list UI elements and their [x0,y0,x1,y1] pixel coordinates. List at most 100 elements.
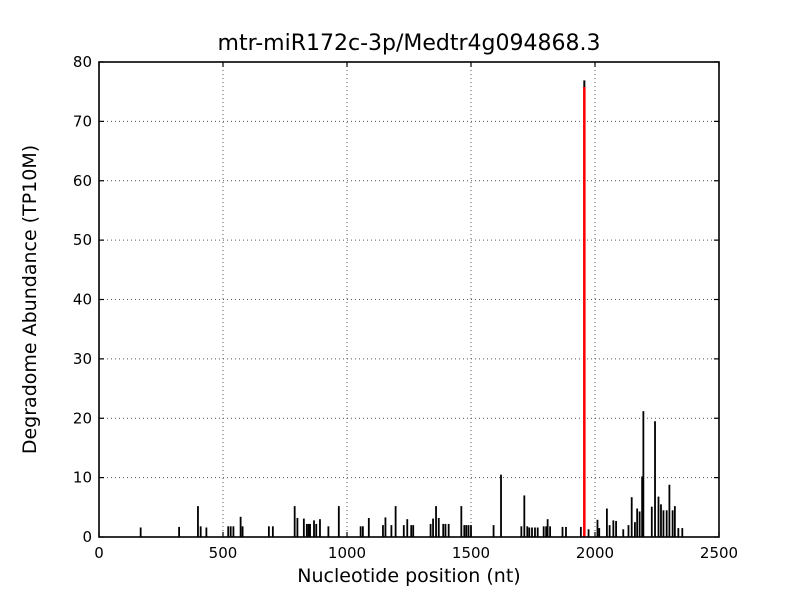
degradome-peak [641,476,644,537]
y-tick-label: 30 [73,350,92,368]
x-tick-label: 500 [209,544,238,562]
degradome-peak [565,526,567,537]
degradome-peak [412,525,415,537]
degradome-peak [178,526,180,537]
degradome-peak [615,520,617,537]
y-tick-label: 0 [82,528,92,546]
degradome-peak [526,526,529,537]
degradome-peak [654,421,656,537]
y-axis-label: Degradome Abundance (TP10M) [19,145,41,454]
degradome-peak [470,525,472,537]
degradome-peak [465,525,468,537]
degradome-peak [627,525,630,537]
degradome-peak [681,528,684,537]
degradome-peak [660,504,662,537]
x-tick-label: 1500 [452,544,490,562]
degradome-peak [337,506,340,537]
degradome-peak [492,525,495,537]
degradome-peak [463,525,466,537]
y-tick-label: 40 [73,291,92,309]
degradome-peak [531,527,533,537]
degradome-peak [239,516,242,537]
degradome-peak [657,496,660,537]
x-tick-label: 1000 [328,544,366,562]
degradome-peak [319,519,321,537]
degradome-peak [500,474,502,537]
degradome-peak [671,510,674,537]
degradome-peak [227,526,230,537]
x-tick-label: 2500 [700,544,738,562]
degradome-peak [612,520,615,537]
degradome-peak [232,526,235,537]
plot-frame [98,61,720,538]
degradome-peak [367,518,370,537]
degradome-peak [677,528,680,537]
degradome-peak [293,506,296,537]
degradome-peak [327,526,330,537]
degradome-peak [406,519,409,537]
degradome-peak [402,525,405,537]
degradome-peak [587,529,590,537]
degradome-peak [309,523,311,537]
x-tick-label: 0 [94,544,104,562]
degradome-peak [549,526,552,537]
degradome-peak [662,510,665,537]
degradome-peak [534,527,536,537]
degradome-peak [139,527,142,537]
degradome-peak [197,506,199,537]
degradome-peak [598,528,601,537]
degradome-peak [229,526,232,537]
degradome-peak [307,523,310,537]
degradome-peak [460,506,463,537]
x-axis-label: Nucleotide position (nt) [297,565,520,587]
degradome-peak [199,526,202,537]
degradome-peak [432,518,434,537]
y-tick-label: 60 [73,172,92,190]
degradome-peak [437,518,440,537]
degradome-peak [384,517,387,537]
degradome-peak [665,510,668,537]
degradome-peak [467,525,470,537]
degradome-peak [271,526,274,537]
degradome-peak [267,526,270,537]
degradome-peak [638,511,641,537]
y-tick-label: 20 [73,409,92,427]
degradome-peak [606,508,608,537]
y-tick-label: 80 [73,53,92,71]
degradome-peak [296,518,299,537]
degradome-peak [622,529,625,537]
degradome-peak [305,523,308,537]
degradome-peak [634,522,636,537]
y-tick-label: 50 [73,231,92,249]
degradome-peak [650,506,653,537]
degradome-peak [410,525,413,537]
highlight-peak [583,86,586,537]
degradome-peak [361,526,364,537]
degradome-peak [520,526,523,537]
degradome-peak [315,523,318,537]
degradome-peak [382,525,384,537]
y-tick-label: 10 [73,469,92,487]
degradome-peak [630,497,633,537]
x-tick-label: 2000 [576,544,614,562]
degradome-peak [302,518,305,537]
degradome-peak [579,526,582,537]
degradome-peak [435,506,437,537]
chart-title: mtr-miR172c-3p/Medtr4g094868.3 [218,31,601,56]
degradome-peak [241,526,244,537]
degradome-peak [636,508,639,537]
degradome-peak [668,484,671,537]
degradome-peak [429,523,432,537]
degradome-peak [313,520,315,537]
degradome-peak [205,527,208,537]
plot-area: 0 500 1000 1500 2000 2500 0 10 20 30 40 50 60 70 80 [73,53,738,562]
degradome-peak [596,519,599,537]
degradome-peak [608,525,611,537]
degradome-peak [444,523,447,537]
degradome-peak [442,523,445,537]
degradome-peak [546,519,549,537]
degradome-peak [536,527,539,537]
degradome-peak [561,526,564,537]
